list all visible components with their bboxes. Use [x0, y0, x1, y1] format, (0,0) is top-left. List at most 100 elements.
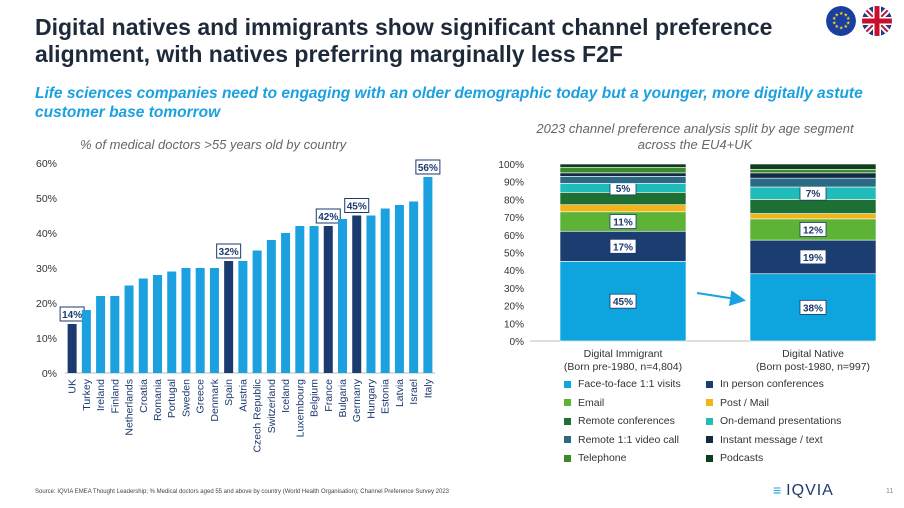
svg-text:★: ★	[832, 21, 837, 27]
bar-switzerland	[266, 240, 276, 373]
bar-czech-republic	[252, 250, 262, 373]
legend-item: Post / Mail	[706, 397, 769, 409]
data-label-box	[315, 208, 341, 224]
bar-croatia	[138, 278, 148, 373]
page-number: 11	[886, 488, 894, 495]
legend-item: Telephone	[564, 452, 626, 464]
legend-label: Instant message / text	[720, 433, 823, 446]
x-category-label: (Born post-1980, n=997)	[756, 361, 870, 373]
data-label-box	[799, 299, 827, 315]
y-tick-label: 60%	[36, 158, 57, 170]
legend-label: Remote conferences	[578, 415, 675, 427]
x-category-label: Digital Immigrant	[584, 348, 663, 360]
y-tick-label: 30%	[36, 263, 57, 275]
bar-denmark	[209, 268, 219, 373]
y-tick-label: 20%	[36, 298, 57, 310]
page-title: Digital natives and immigrants show sign…	[35, 14, 773, 67]
y-tick-label: 70%	[504, 213, 524, 224]
bar-italy	[423, 177, 433, 373]
legend-swatch	[564, 436, 571, 443]
data-label: 32%	[219, 247, 239, 258]
x-tick-label: Croatia	[138, 379, 150, 413]
x-tick-label: Portugal	[166, 379, 178, 418]
data-label: 17%	[613, 242, 633, 253]
legend-swatch	[564, 417, 571, 425]
y-tick-label: 0%	[510, 337, 525, 348]
x-tick-label: UK	[67, 379, 79, 394]
y-tick-label: 30%	[504, 284, 524, 295]
legend-swatch	[564, 380, 571, 388]
svg-text:★: ★	[832, 16, 837, 22]
x-tick-label: Luxembourg	[294, 379, 306, 438]
y-tick-label: 80%	[504, 195, 524, 206]
legend-swatch	[706, 436, 713, 443]
segment-instant-message-text	[559, 172, 687, 177]
page-subtitle: Life sciences companies need to engaging…	[35, 85, 863, 121]
bar-greece	[195, 268, 205, 373]
bar-estonia	[380, 208, 390, 373]
x-tick-label: Czech Republic	[252, 379, 264, 453]
segment-telephone	[559, 167, 687, 174]
data-label: 11%	[613, 218, 633, 229]
x-tick-label: Romania	[152, 379, 164, 421]
y-tick-label: 10%	[504, 319, 524, 330]
x-tick-label: Sweden	[180, 379, 192, 417]
y-tick-label: 60%	[504, 231, 524, 242]
legend-swatch	[706, 399, 713, 406]
svg-text:★: ★	[844, 24, 849, 30]
svg-text:★: ★	[846, 16, 851, 22]
bar-latvia	[394, 205, 404, 373]
data-label: 5%	[616, 184, 631, 195]
left-chart-title: % of medical doctors >55 years old by co…	[80, 137, 347, 152]
bar-netherlands	[124, 285, 134, 373]
x-tick-label: Denmark	[209, 378, 221, 421]
x-tick-label: Latvia	[394, 379, 406, 407]
y-tick-label: 10%	[36, 333, 57, 345]
x-tick-label: Greece	[195, 379, 207, 414]
legend-swatch	[706, 380, 713, 388]
segment-podcasts	[559, 163, 687, 168]
bar-israel	[409, 201, 419, 373]
segment-podcasts	[749, 163, 877, 170]
x-tick-label: France	[323, 379, 335, 412]
legend-label: In person conferences	[720, 378, 824, 390]
bar-austria	[238, 261, 248, 373]
segment-post-mail	[749, 213, 877, 220]
x-tick-label: Turkey	[81, 378, 93, 410]
svg-text:★: ★	[846, 21, 851, 27]
legend-item: In person conferences	[706, 378, 824, 390]
data-label-box	[344, 198, 370, 213]
segment-remote-conferences	[749, 199, 877, 214]
bar-belgium	[309, 226, 319, 373]
legend-label: Email	[578, 396, 605, 409]
bar-turkey	[81, 310, 91, 373]
iqvia-logo-mark-icon: ≡	[773, 482, 783, 498]
y-tick-label: 50%	[36, 193, 57, 205]
data-label: 14%	[62, 310, 82, 321]
data-label: 42%	[318, 212, 338, 223]
x-tick-label: Estonia	[380, 379, 392, 414]
y-tick-label: 40%	[36, 228, 57, 240]
bar-finland	[110, 296, 120, 373]
flag-group: ★ ★ ★ ★ ★ ★ ★ ★ ★ ★	[826, 6, 892, 36]
data-label: 12%	[803, 225, 823, 236]
legend-label: Face-to-face 1:1 visits	[578, 378, 681, 390]
source-footnote: Source: IQVIA EMEA Thought Leadership; %…	[35, 489, 450, 495]
x-tick-label: Belgium	[309, 379, 321, 417]
legend-label: Telephone	[578, 452, 627, 464]
legend-item: Remote 1:1 video call	[564, 434, 679, 446]
legend-item: Instant message / text	[706, 434, 823, 446]
legend-item: On-demand presentations	[706, 415, 841, 427]
y-tick-label: 40%	[504, 266, 524, 277]
trend-arrow-icon	[696, 290, 746, 307]
bar-ireland	[96, 296, 106, 373]
x-tick-label: Spain	[223, 379, 235, 406]
right-chart-title: 2023 channel preference analysis split b…	[536, 121, 854, 152]
legend-item: Email	[564, 397, 604, 409]
data-label-box	[609, 293, 637, 309]
y-tick-label: 0%	[42, 368, 57, 380]
bar-bulgaria	[338, 219, 347, 373]
data-label-box	[415, 159, 441, 175]
